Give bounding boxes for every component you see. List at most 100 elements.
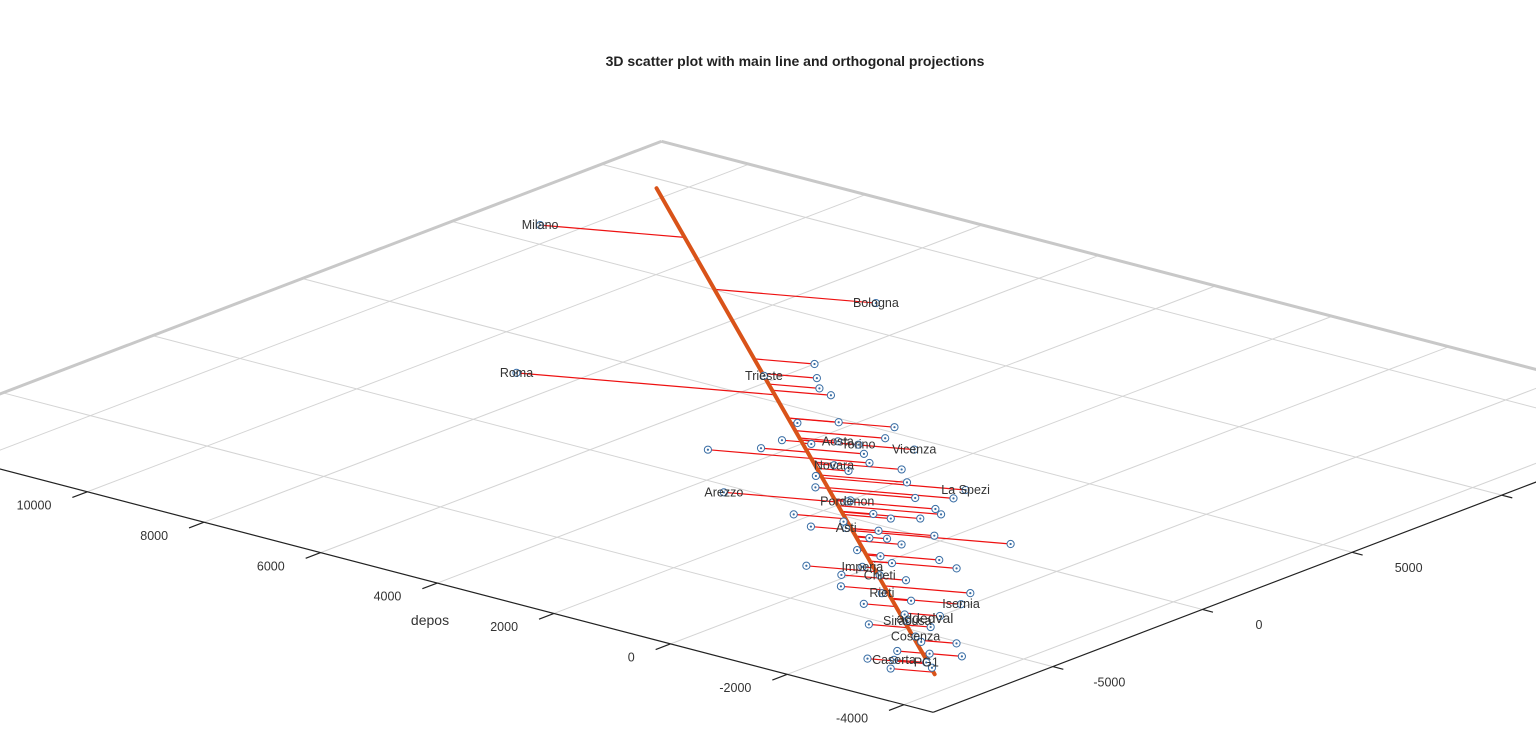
- y-tick-label: 0: [628, 651, 635, 665]
- projection-line: [754, 358, 815, 365]
- point-label: Siracusa: [883, 614, 932, 628]
- data-point-center: [845, 526, 848, 530]
- data-point-center: [868, 461, 871, 465]
- projection-line: [868, 623, 909, 629]
- data-points: [512, 221, 1015, 673]
- data-point-center: [792, 513, 795, 516]
- point-label: Pordenon: [820, 494, 874, 508]
- data-point-center: [872, 512, 875, 516]
- projection-line: [840, 585, 887, 591]
- y-gridline: [903, 462, 1536, 706]
- data-point-center: [900, 543, 903, 546]
- projection-line: [863, 603, 896, 608]
- y-gridline: [553, 315, 1333, 614]
- y-tick-label: 8000: [140, 529, 168, 543]
- data-point-center: [880, 592, 884, 595]
- projection-line: [879, 577, 907, 581]
- projection-line: [897, 650, 923, 654]
- grid: [0, 163, 1536, 706]
- point-label: PG1: [914, 655, 939, 669]
- data-point-center: [884, 437, 887, 440]
- projection-line: [723, 491, 837, 503]
- y-tick-label: -2000: [719, 681, 751, 695]
- data-point-center: [909, 599, 913, 602]
- projection-line: [793, 513, 846, 520]
- y-gridline: [437, 285, 1216, 584]
- projection-line: [822, 477, 966, 491]
- data-point-center: [867, 623, 870, 626]
- projection-line: [890, 667, 934, 673]
- x-gridline: [302, 278, 1353, 553]
- x-gridline: [2, 392, 1053, 668]
- y-tick-mark: [188, 521, 205, 529]
- y-gridline: [203, 224, 983, 523]
- y-gridline: [87, 194, 866, 493]
- projection-line: [838, 505, 942, 515]
- y-tick-label: 10000: [17, 498, 52, 512]
- projection-line: [707, 449, 812, 460]
- projection-line: [829, 490, 916, 499]
- data-point-center: [861, 565, 864, 569]
- data-point-center: [829, 394, 833, 397]
- y-tick-mark: [422, 582, 438, 590]
- data-point-center: [813, 362, 816, 366]
- data-point-center: [832, 464, 836, 467]
- x-axis-line: [932, 481, 1536, 713]
- x-tick-mark: [1052, 666, 1064, 670]
- projection-line: [799, 437, 838, 442]
- data-point-center: [810, 442, 813, 446]
- data-point-center: [934, 507, 937, 511]
- data-point-center: [928, 652, 931, 655]
- point-label: Novara: [814, 458, 854, 472]
- projection-line: [841, 574, 880, 579]
- point-label: Vicenza: [892, 443, 936, 457]
- data-point-center: [925, 661, 928, 664]
- projection-line: [820, 474, 908, 483]
- x-tick-label: 0: [1256, 618, 1263, 632]
- point-label: Trieste: [745, 369, 783, 383]
- projection-line: [516, 372, 775, 396]
- data-point-center: [866, 657, 869, 660]
- projection-line: [891, 597, 962, 605]
- point-label: Aosta: [822, 434, 854, 448]
- point-label: Roma: [500, 366, 533, 380]
- data-point-center: [805, 564, 808, 567]
- data-point-center: [1009, 542, 1012, 546]
- y-tick-label: 2000: [490, 620, 518, 634]
- y-tick-label: 4000: [374, 590, 402, 604]
- point-label: Imperia: [841, 560, 883, 574]
- data-point-center: [929, 625, 932, 629]
- x-gridline: [451, 220, 1502, 496]
- data-point-center: [879, 555, 882, 558]
- x-tick-mark: [1501, 494, 1513, 499]
- data-point-center: [959, 603, 963, 606]
- x-gridline: [601, 163, 1536, 409]
- data-point-center: [862, 452, 866, 455]
- y-tick-label: 6000: [257, 559, 285, 573]
- projection-line: [762, 372, 817, 379]
- data-point-center: [839, 585, 843, 588]
- point-label: Asti: [836, 521, 857, 535]
- data-point-center: [939, 513, 943, 516]
- projection-line: [816, 467, 849, 472]
- data-point-center: [890, 561, 894, 565]
- projection-line: [795, 430, 886, 439]
- y-gridline: [787, 387, 1536, 675]
- data-point-center: [919, 517, 922, 520]
- point-label: Rieti: [869, 586, 894, 600]
- data-point-center: [914, 635, 917, 638]
- data-point-center: [840, 573, 843, 577]
- y-tick-mark: [655, 643, 671, 651]
- data-point-center: [900, 468, 903, 471]
- point-label: Milano: [522, 218, 559, 232]
- projection-line: [867, 658, 929, 665]
- point-label: Caserta: [872, 653, 916, 667]
- projection-line: [768, 383, 820, 389]
- data-point-center: [938, 558, 941, 562]
- data-point-center: [878, 574, 881, 577]
- point-label: Isernia: [942, 597, 980, 611]
- y-tick-label: -4000: [836, 711, 868, 725]
- data-point-center: [913, 448, 916, 451]
- data-point-center: [842, 520, 845, 523]
- data-point-center: [955, 642, 958, 645]
